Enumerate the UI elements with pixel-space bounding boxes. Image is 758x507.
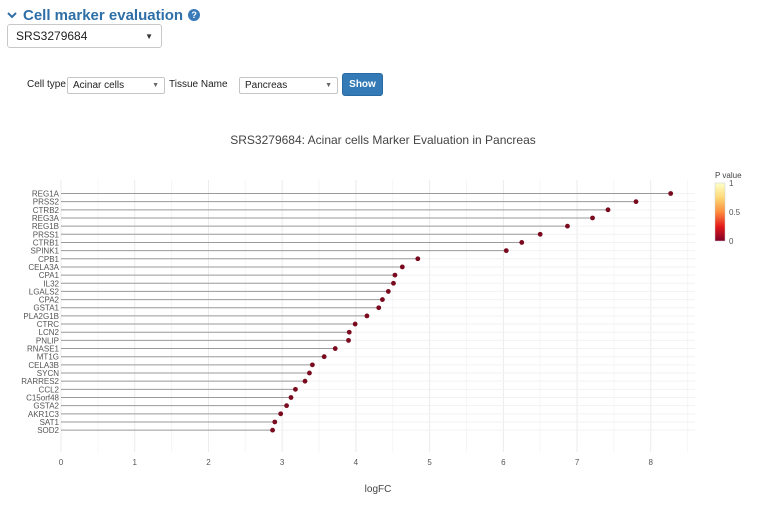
- y-tick-label: CELA3B: [28, 361, 59, 370]
- cell-type-select[interactable]: Acinar cells ▼: [67, 77, 165, 94]
- lollipop-point[interactable]: [284, 403, 289, 409]
- tissue-name-value: Pancreas: [245, 80, 288, 91]
- y-tick-label: RARRES2: [21, 377, 59, 386]
- y-tick-label: REG1B: [32, 222, 59, 231]
- sample-select[interactable]: SRS3279684 ▼: [7, 24, 162, 48]
- x-tick-label: 1: [132, 458, 137, 467]
- lollipop-point[interactable]: [392, 272, 398, 278]
- sample-select-value: SRS3279684: [16, 29, 88, 43]
- y-tick-label: MT1G: [37, 353, 59, 362]
- question-circle-icon[interactable]: ?: [188, 9, 201, 21]
- lollipop-point[interactable]: [503, 248, 509, 254]
- x-axis-label: logFC: [365, 484, 392, 495]
- y-tick-label: IL32: [43, 279, 59, 288]
- lollipop-point[interactable]: [321, 354, 327, 360]
- x-tick-label: 5: [427, 458, 432, 467]
- y-tick-label: CPB1: [38, 255, 59, 264]
- lollipop-point[interactable]: [278, 411, 284, 417]
- y-tick-label: SOD2: [37, 426, 59, 435]
- lollipop-point[interactable]: [376, 305, 382, 311]
- show-button[interactable]: Show: [342, 73, 383, 96]
- y-tick-label: SAT1: [40, 418, 60, 427]
- colorbar: [714, 182, 726, 242]
- y-tick-label: CTRC: [37, 320, 59, 329]
- caret-down-icon: ▼: [152, 82, 159, 89]
- lollipop-point[interactable]: [307, 370, 312, 376]
- y-tick-label: C15orf48: [26, 394, 59, 403]
- lollipop-point[interactable]: [364, 313, 370, 319]
- colorbar-tick-label: 1: [729, 179, 734, 188]
- y-tick-label: PRSS2: [33, 198, 60, 207]
- x-tick-label: 6: [501, 458, 506, 467]
- y-tick-label: SPINK1: [31, 247, 60, 256]
- lollipop-point[interactable]: [668, 191, 674, 196]
- y-tick-label: CPA2: [39, 296, 60, 305]
- tissue-name-select[interactable]: Pancreas ▼: [239, 77, 338, 94]
- lollipop-point[interactable]: [302, 378, 308, 384]
- colorbar-title: P value: [715, 171, 742, 180]
- y-tick-label: CTRB2: [33, 206, 60, 215]
- y-tick-label: CTRB1: [33, 238, 60, 247]
- section-title: Cell marker evaluation: [23, 6, 184, 24]
- chart-title: SRS3279684: Acinar cells Marker Evaluati…: [230, 133, 536, 147]
- y-tick-label: GSTA2: [33, 402, 59, 411]
- caret-down-icon: ▼: [145, 31, 153, 41]
- lollipop-point[interactable]: [272, 419, 278, 425]
- section-toggle[interactable]: Cell marker evaluation ?: [6, 5, 201, 25]
- y-tick-label: PNLIP: [36, 336, 59, 345]
- y-tick-label: CPA1: [39, 271, 60, 280]
- cell-type-label: Cell type: [27, 79, 66, 90]
- y-tick-label: PLA2G1B: [23, 312, 59, 321]
- lollipop-point[interactable]: [346, 329, 352, 335]
- y-tick-label: REG1A: [32, 190, 60, 199]
- y-tick-label: RNASE1: [27, 345, 60, 354]
- lollipop-point[interactable]: [519, 240, 525, 245]
- lollipop-point[interactable]: [332, 346, 338, 351]
- x-tick-label: 3: [280, 458, 285, 467]
- lollipop-point[interactable]: [352, 321, 358, 327]
- x-tick-label: 7: [575, 458, 580, 467]
- y-tick-label: CCL2: [39, 385, 60, 394]
- colorbar-tick-label: 0.5: [729, 208, 741, 217]
- colorbar-tick-label: 0: [729, 237, 734, 246]
- y-tick-label: LGALS2: [29, 287, 60, 296]
- lollipop-point[interactable]: [605, 207, 611, 213]
- lollipop-point[interactable]: [270, 427, 275, 433]
- lollipop-point[interactable]: [380, 297, 385, 302]
- lollipop-point[interactable]: [399, 264, 405, 270]
- y-tick-label: LCN2: [39, 328, 60, 337]
- x-tick-label: 0: [59, 458, 64, 467]
- lollipop-point[interactable]: [385, 289, 391, 294]
- tissue-name-label: Tissue Name: [169, 79, 228, 90]
- y-tick-label: PRSS1: [33, 230, 60, 239]
- cell-type-value: Acinar cells: [73, 80, 125, 91]
- y-tick-label: REG3A: [32, 214, 60, 223]
- lollipop-point[interactable]: [288, 395, 294, 400]
- chevron-down-icon: [7, 12, 17, 19]
- lollipop-point[interactable]: [415, 256, 421, 262]
- caret-down-icon: ▼: [325, 82, 332, 89]
- y-tick-label: SYCN: [37, 369, 59, 378]
- x-tick-label: 2: [206, 458, 211, 467]
- lollipop-point[interactable]: [293, 386, 298, 392]
- lollipop-point[interactable]: [633, 199, 639, 205]
- lollipop-point[interactable]: [309, 362, 315, 368]
- x-tick-label: 8: [649, 458, 654, 467]
- y-tick-label: GSTA1: [33, 304, 59, 313]
- y-tick-label: AKR1C3: [28, 410, 60, 419]
- lollipop-point[interactable]: [391, 280, 396, 286]
- lollipop-point[interactable]: [346, 337, 351, 343]
- lollipop-point[interactable]: [565, 223, 570, 229]
- x-tick-label: 4: [354, 458, 359, 467]
- lollipop-point[interactable]: [537, 231, 543, 237]
- y-tick-label: CELA3A: [28, 263, 59, 272]
- lollipop-point[interactable]: [590, 215, 595, 221]
